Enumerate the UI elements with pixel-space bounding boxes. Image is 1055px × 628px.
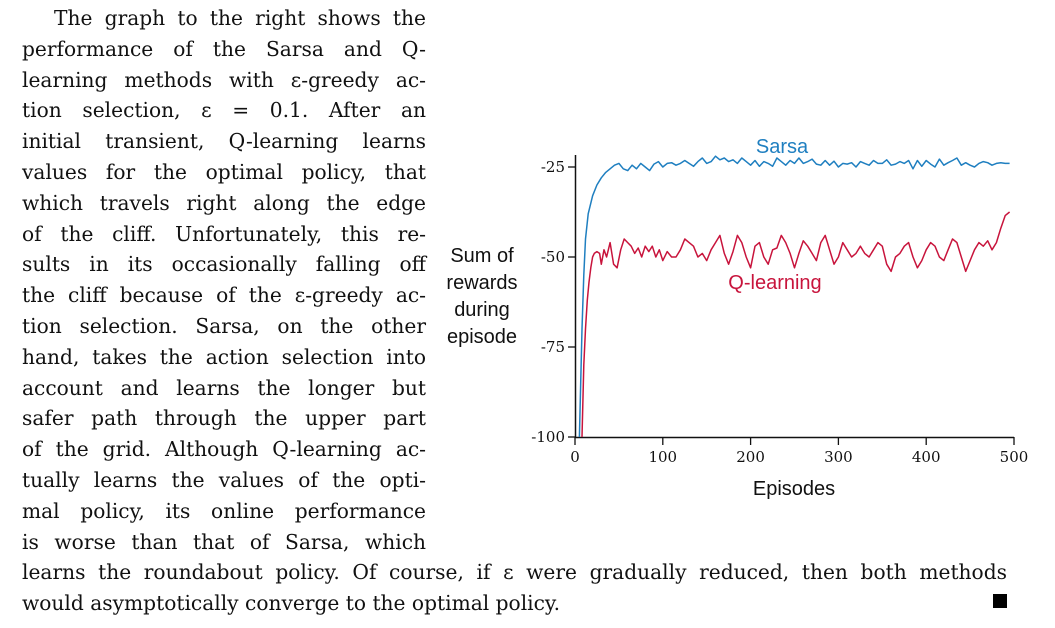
paragraph-line: sults in its occasionally falling off xyxy=(22,252,426,277)
paragraph-line: tion selection. Sarsa, on the other xyxy=(22,313,426,338)
y-axis-label-line: episode xyxy=(447,326,517,348)
paragraph-line: would asymptotically converge to the opt… xyxy=(22,590,561,615)
y-axis-label-line: Sum of xyxy=(450,245,514,267)
paragraph-line: the cliff because of the ε-greedy ac- xyxy=(22,283,426,308)
paragraph-line: of the cliff. Unfortunately, this re- xyxy=(22,221,426,246)
paragraph-line: tion selection, ε = 0.1. After an xyxy=(22,98,426,123)
y-axis-label-line: during xyxy=(454,299,510,321)
paragraph-line: mal policy, its online performance xyxy=(22,498,426,523)
paragraph-line: account and learns the longer but xyxy=(22,375,426,400)
x-tick-label: 200 xyxy=(736,448,765,466)
y-tick-label: -25 xyxy=(541,158,565,176)
paragraph-line: performance of the Sarsa and Q- xyxy=(22,36,426,61)
cliff-walking-chart: Sum of rewards during episode -25 -50 -75 -100… xyxy=(446,136,1029,500)
paragraph-line: initial transient, Q-learning learns xyxy=(22,129,426,154)
left-paragraph: The graph to the right shows the performa… xyxy=(22,3,426,557)
paragraph-line: which travels right along the edge xyxy=(22,190,426,215)
x-tick-label: 300 xyxy=(824,448,853,466)
paragraph-line: hand, takes the action selection into xyxy=(22,344,426,369)
y-tick-label: -75 xyxy=(541,338,565,356)
sarsa-label: Sarsa xyxy=(756,136,809,158)
y-axis: -25 -50 -75 -100 xyxy=(531,155,577,446)
paragraph-line: The graph to the right shows the xyxy=(54,6,426,30)
bottom-paragraph: learns the roundabout policy. Of course,… xyxy=(22,557,1007,619)
y-tick-label: -50 xyxy=(541,248,565,266)
end-of-example-square-icon xyxy=(993,594,1007,608)
x-tick-label: 500 xyxy=(1000,448,1029,466)
q-learning-label: Q-learning xyxy=(728,272,821,294)
paragraph-line: of the grid. Although Q-learning ac- xyxy=(22,437,426,462)
paragraph-line: values for the optimal policy, that xyxy=(22,159,426,184)
x-axis-label: Episodes xyxy=(753,478,835,500)
x-tick-label: 400 xyxy=(912,448,941,466)
x-tick-label: 100 xyxy=(648,448,677,466)
paragraph-line: is worse than that of Sarsa, which xyxy=(22,529,426,554)
y-axis-label: Sum of rewards during episode xyxy=(446,245,517,348)
paragraph-line: tually learns the values of the opti- xyxy=(22,467,426,492)
sarsa-series-line xyxy=(578,155,1010,438)
x-tick-label: 0 xyxy=(570,448,580,466)
y-tick-label: -100 xyxy=(531,428,565,446)
paragraph-line: learning methods with ε-greedy ac- xyxy=(22,67,426,92)
q-learning-series-line xyxy=(581,211,1011,438)
paragraph-line: safer path through the upper part xyxy=(22,406,426,431)
y-axis-label-line: rewards xyxy=(446,272,517,294)
x-axis: 0 100 200 300 400 500 xyxy=(570,436,1029,466)
paragraph-line: learns the roundabout policy. Of course,… xyxy=(22,560,1007,584)
series-lines xyxy=(578,155,1011,438)
